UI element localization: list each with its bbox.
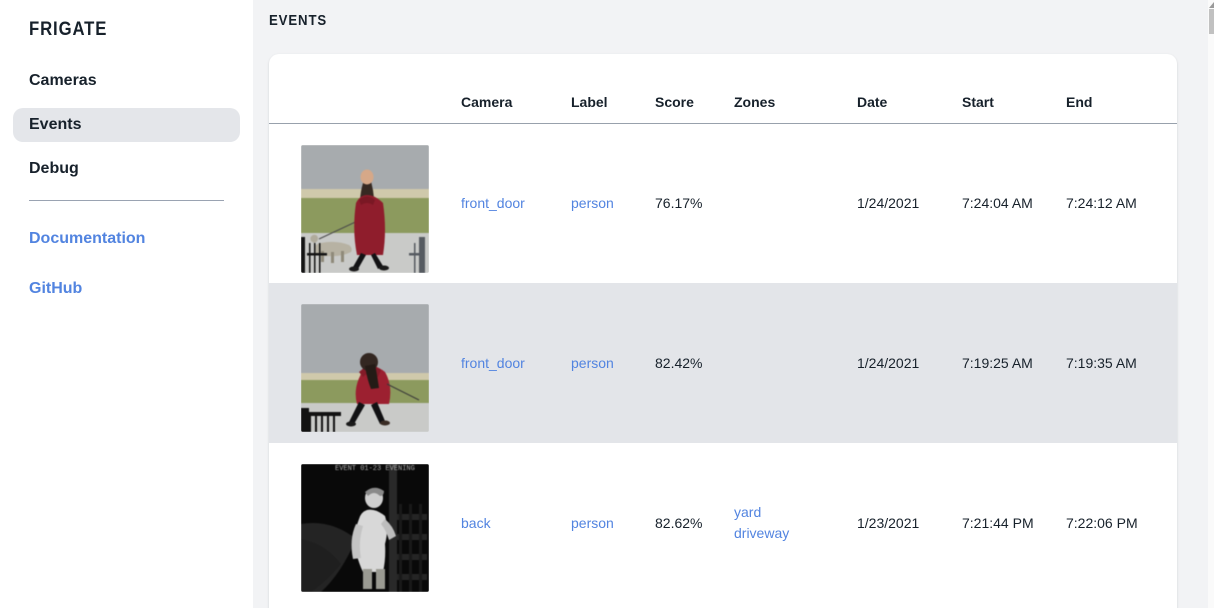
svg-text:EVENT 01-23 EVENING: EVENT 01-23 EVENING xyxy=(335,465,415,473)
